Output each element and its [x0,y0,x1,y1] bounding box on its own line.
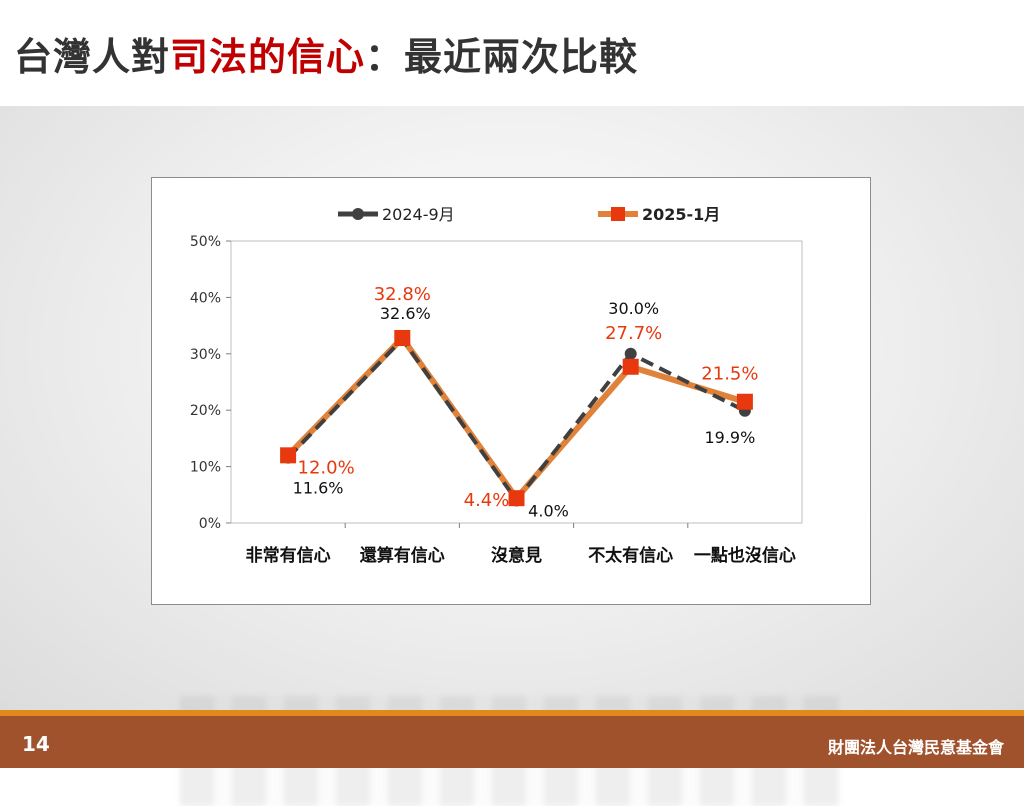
legend-2025-label: 2025-1月 [642,205,720,224]
title-part-2: ：最近兩次比較 [365,35,639,79]
series-2024-data-label: 4.0% [528,501,569,520]
plot-area-border [230,240,803,524]
line-chart: 0% 10% 20% 30% 40% 50% 非常有信心 還算有信心 沒意見 不太有信心 一點也沒信… [151,177,871,605]
series-2024-point [624,347,637,360]
footer-accent-line [0,710,1024,716]
x-category-label: 一點也沒信心 [694,545,796,566]
series-2025-line [285,335,748,502]
series-2025-data-label: 12.0% [298,457,355,478]
series-2025-data-label: 21.5% [701,364,758,385]
series-2025-point [622,358,639,375]
y-tick-label: 50% [190,234,221,250]
y-tick-label: 0% [199,516,221,532]
y-tick-label: 30% [190,347,221,363]
organization-name: 財團法人台灣民意基金會 [827,738,1004,757]
y-tick-label: 40% [190,290,221,306]
y-tick-label: 20% [190,403,221,419]
series-2024-data-label: 11.6% [293,479,344,498]
y-tick-label: 10% [190,460,221,476]
x-category-label: 還算有信心 [360,545,445,566]
series-2024-data-label: 19.9% [704,428,755,447]
slide-title: 台灣人對司法的信心：最近兩次比較 [14,26,638,81]
title-part-1: 台灣人對 [14,35,171,79]
x-category-label: 不太有信心 [588,545,673,566]
series-2025-data-label: 27.7% [605,323,662,344]
x-category-label: 沒意見 [491,545,542,566]
series-2024-data-label: 30.0% [608,299,659,318]
title-highlight: 司法的信心 [170,35,366,79]
page-number: 14 [22,732,50,756]
series-2025-point [394,330,411,347]
legend-2025-marker [611,207,625,221]
series-2025-point [280,447,297,464]
chart-canvas: 0% 10% 20% 30% 40% 50% 非常有信心 還算有信心 沒意見 不太有信心 一點也沒信… [190,205,803,566]
series-2025-data-label: 32.8% [374,284,431,305]
series-2025-point [736,393,753,410]
series-2024-line [286,337,746,503]
series-2025-data-label: 4.4% [464,490,510,511]
legend-2024-label: 2024-9月 [382,205,455,224]
series-2025-point [508,490,525,507]
slide-footer: 14 財團法人台灣民意基金會 [0,716,1024,768]
legend-2024-marker [352,208,364,220]
x-category-label: 非常有信心 [246,545,331,566]
series-2024-data-label: 32.6% [380,304,431,323]
slide-header: 台灣人對司法的信心：最近兩次比較 [0,0,1024,106]
